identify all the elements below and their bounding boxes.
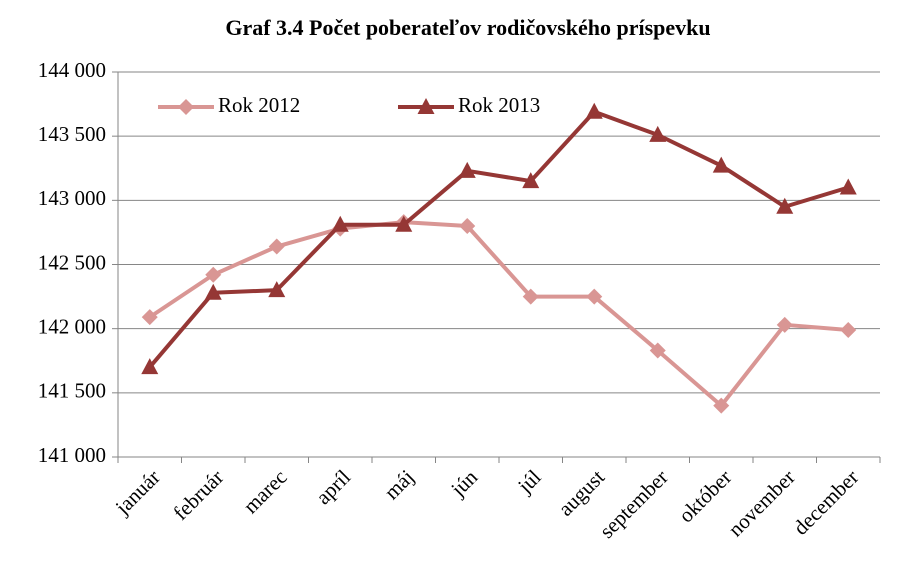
data-point [840,321,857,338]
y-tick-label: 141 000 [38,443,106,467]
chart-title: Graf 3.4 Počet poberateľov rodičovského … [225,15,710,40]
legend-marker [178,99,194,115]
x-tick-label: december [789,465,864,540]
data-point [268,238,285,255]
legend-marker [417,98,435,114]
data-point [649,342,666,359]
data-point [268,281,286,298]
data-point [205,266,222,283]
x-tick-label: marec [238,465,291,518]
x-tick-label: august [553,465,609,521]
y-tick-label: 142 000 [38,314,106,338]
y-tick-label: 141 500 [38,379,106,403]
data-point [776,316,793,333]
x-tick-label: júl [512,465,545,498]
data-point [586,288,603,305]
data-point [713,397,730,414]
x-tick-label: február [168,465,228,525]
data-point [522,288,539,305]
x-tick-label: október [674,465,736,527]
data-point [776,197,794,214]
data-point [712,156,730,173]
x-tick-label: jún [446,465,483,502]
x-tick-label: apríl [311,465,355,509]
data-point [395,215,413,232]
y-tick-label: 143 500 [38,122,106,146]
legend-label: Rok 2013 [458,93,540,117]
data-point [141,309,158,326]
data-point [331,215,349,232]
data-point [141,358,159,375]
y-tick-label: 144 000 [38,58,106,82]
y-tick-label: 143 000 [38,186,106,210]
x-tick-label: január [110,465,165,520]
series-line [148,109,849,369]
data-point [204,283,222,300]
legend-label: Rok 2012 [218,93,300,117]
series-line [148,220,849,408]
data-point [585,102,603,119]
data-point [649,125,667,142]
x-tick-label: máj [379,465,418,504]
x-tick-label: november [723,465,799,541]
x-tick-label: september [595,465,673,543]
data-point [458,161,476,178]
data-point [522,172,540,189]
data-point [459,218,476,234]
data-point [839,178,857,195]
y-tick-label: 142 500 [38,250,106,274]
